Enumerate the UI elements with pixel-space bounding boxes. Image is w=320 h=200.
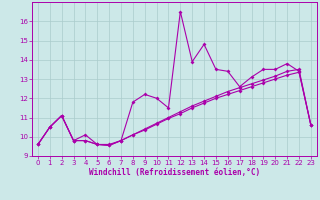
X-axis label: Windchill (Refroidissement éolien,°C): Windchill (Refroidissement éolien,°C)	[89, 168, 260, 177]
